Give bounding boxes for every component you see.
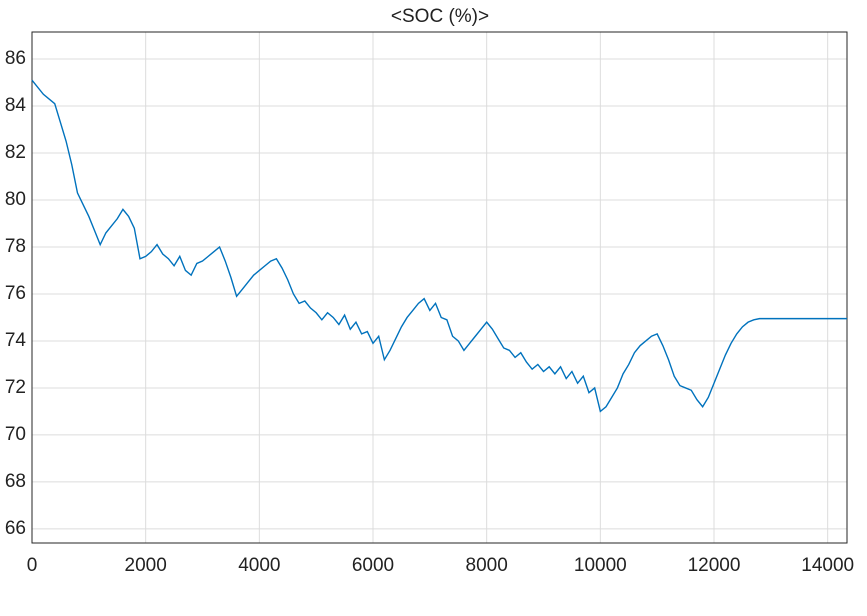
x-tick-label: 0 <box>27 555 38 576</box>
y-tick-label: 78 <box>5 236 26 257</box>
y-tick-label: 76 <box>5 283 26 304</box>
x-tick-label: 14000 <box>801 555 854 576</box>
x-tick-label: 10000 <box>574 555 627 576</box>
x-tick-label: 2000 <box>125 555 167 576</box>
y-tick-label: 66 <box>5 518 26 539</box>
y-tick-label: 80 <box>5 189 26 210</box>
y-tick-label: 68 <box>5 471 26 492</box>
y-tick-label: 82 <box>5 142 26 163</box>
x-tick-label: 6000 <box>352 555 394 576</box>
y-tick-label: 84 <box>5 95 27 116</box>
chart-title: <SOC (%)> <box>391 6 489 27</box>
x-tick-label: 4000 <box>238 555 280 576</box>
plot-frame <box>31 31 848 544</box>
data-line <box>31 79 847 413</box>
x-tick-label: 8000 <box>466 555 508 576</box>
y-tick-label: 70 <box>5 424 26 445</box>
y-tick-label: 86 <box>5 48 26 69</box>
x-tick-label: 12000 <box>688 555 741 576</box>
y-tick-label: 74 <box>5 330 27 351</box>
y-tick-label: 72 <box>5 377 26 398</box>
